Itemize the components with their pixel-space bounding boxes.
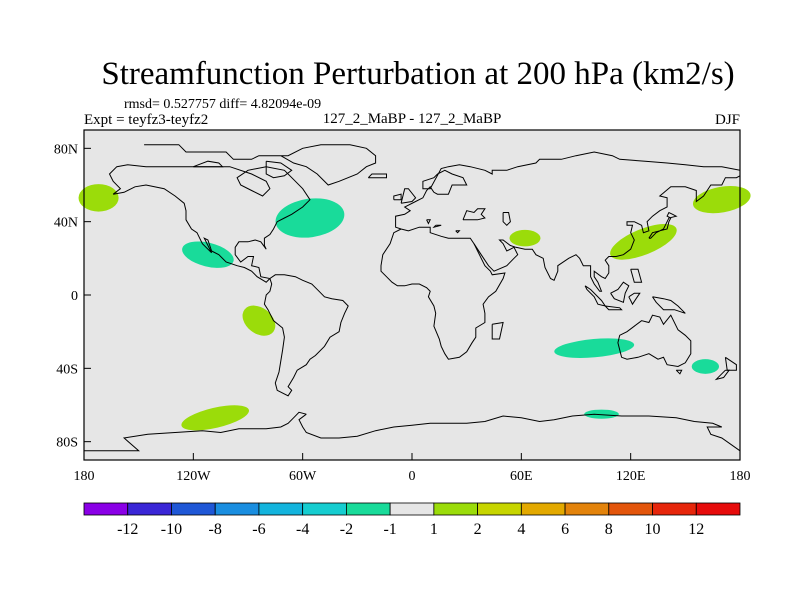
coastline-3 [263, 274, 349, 397]
stats-line: rmsd= 0.527757 diff= 4.82094e-09 [124, 97, 321, 112]
y-tick-label-3: 40S [56, 362, 78, 377]
map-background [84, 130, 740, 460]
y-tick-label-4: 80S [56, 436, 78, 451]
contour-blob-3 [182, 241, 234, 268]
contour-blob-8 [692, 186, 751, 214]
y-tick-label-0: 80N [54, 142, 78, 157]
x-tick-label-0: 180 [74, 469, 95, 484]
coastline-22 [393, 193, 402, 201]
colorbar-box-14 [695, 502, 741, 516]
colorbar-box-13 [652, 502, 697, 516]
contour-blob-6 [509, 229, 541, 247]
coastline-27 [298, 413, 741, 452]
y-axis: 80N 40N 0 40S 80S [54, 142, 91, 451]
x-axis: 180 120W 60W 0 60E 120E 180 [74, 453, 751, 484]
colorbar-box-10 [520, 502, 566, 516]
colorbar-box-6 [345, 502, 391, 516]
coastline-19 [714, 369, 731, 381]
colorbar-box-5 [302, 502, 347, 516]
colorbar-label-5: -2 [340, 521, 353, 538]
contour-blob-4 [242, 305, 276, 336]
contour-blob-9 [554, 338, 635, 358]
coastline-9 [648, 211, 678, 239]
colorbar-box-7 [389, 502, 435, 516]
coastline-4 [395, 151, 741, 230]
coastline-10 [584, 285, 607, 307]
colorbar-box-2 [171, 502, 216, 516]
x-tick-label-6: 180 [730, 469, 751, 484]
colorbar-label-12: 10 [645, 521, 661, 538]
coastline-30 [455, 230, 461, 234]
coastline-7 [462, 208, 486, 221]
coastline-28 [426, 219, 431, 225]
x-tick-label-1: 120W [176, 469, 211, 484]
colorbar-label-9: 4 [517, 521, 525, 538]
contour-blob-5 [181, 405, 250, 431]
colorbar-label-10: 6 [561, 521, 569, 538]
coastline-13 [628, 292, 641, 306]
coastlines [84, 144, 741, 452]
coastline-24 [193, 160, 224, 168]
colorbar-box-0 [83, 502, 129, 516]
contour-blob-7 [610, 223, 677, 260]
x-tick-label-4: 60E [510, 469, 533, 484]
coastline-23 [367, 173, 387, 179]
chart-title: Streamfunction Perturbation at 200 hPa (… [101, 56, 734, 92]
coastline-15 [652, 296, 686, 314]
x-tick-label-5: 120E [616, 469, 646, 484]
contour-blob-10 [691, 359, 720, 374]
coastline-1 [144, 144, 377, 186]
colorbar-box-11 [564, 502, 610, 516]
colorbar-label-13: 12 [688, 521, 704, 538]
center-label: 127_2_MaBP - 127_2_MaBP [323, 111, 502, 127]
coastline-18 [724, 356, 737, 371]
contour-blob-1 [78, 184, 119, 212]
colorbar-label-8: 2 [474, 521, 482, 538]
coastline-5 [380, 226, 506, 360]
colorbar-box-1 [127, 502, 172, 516]
right-label: DJF [715, 112, 740, 128]
colorbar-label-0: -12 [117, 521, 138, 538]
y-tick-label-2: 0 [71, 289, 78, 304]
coastline-26 [84, 411, 307, 452]
colorbar-label-4: -4 [296, 521, 309, 538]
contour-blob-11 [584, 409, 619, 419]
coastline-17 [675, 369, 683, 375]
left-label: Expt = teyfz3-teyfz2 [84, 112, 208, 128]
colorbar-box-4 [258, 502, 304, 516]
contour-blob-2 [275, 198, 345, 238]
coastline-25 [265, 160, 293, 179]
colorbar-label-3: -6 [252, 521, 265, 538]
coastline-8 [502, 212, 511, 227]
coastline-21 [400, 188, 417, 204]
colorbar-box-8 [433, 502, 479, 516]
y-tick-label-1: 40N [54, 216, 78, 231]
colorbar-label-6: -1 [383, 521, 396, 538]
colorbar: -12 -10 -8 -6 -4 -2 -1 1 2 4 6 8 10 12 [83, 502, 741, 538]
coastline-14 [630, 268, 643, 283]
contour-fills [78, 184, 751, 431]
coastline-12 [610, 281, 630, 303]
coastline-20 [491, 321, 504, 340]
colorbar-label-7: 1 [430, 521, 438, 538]
colorbar-box-12 [608, 502, 653, 516]
colorbar-label-11: 8 [605, 521, 613, 538]
coastline-11 [604, 305, 623, 311]
coastline-29 [432, 224, 442, 229]
map: 180 120W 60W 0 60E 120E 180 80N 40N 0 40S 80S [54, 129, 751, 484]
colorbar-box-3 [214, 502, 260, 516]
colorbar-box-9 [477, 502, 522, 516]
x-tick-label-3: 0 [409, 469, 416, 484]
x-tick-label-2: 60W [289, 469, 317, 484]
coastline-6 [473, 175, 741, 292]
colorbar-label-1: -10 [161, 521, 182, 538]
colorbar-label-2: -8 [209, 521, 222, 538]
coastline-2 [108, 164, 311, 283]
coastline-16 [617, 314, 692, 368]
